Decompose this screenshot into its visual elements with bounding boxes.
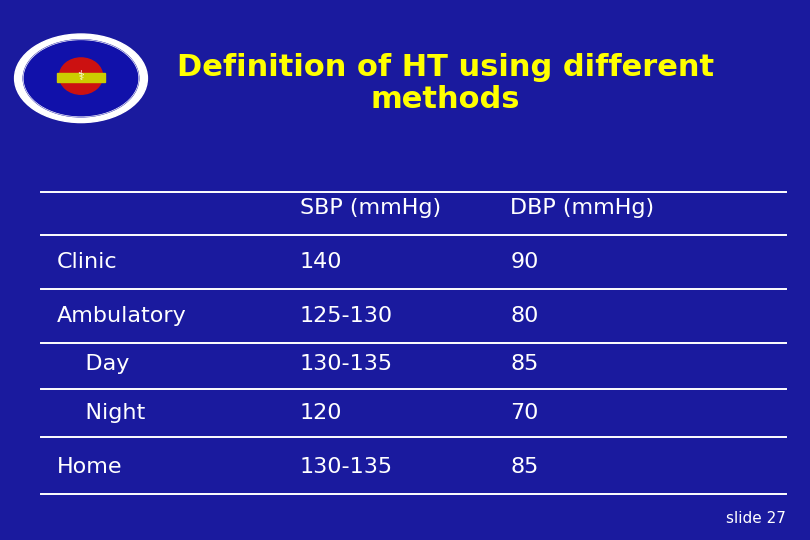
Text: 70: 70: [510, 403, 539, 423]
Text: SBP (mmHg): SBP (mmHg): [300, 198, 441, 218]
Text: 125-130: 125-130: [300, 306, 393, 326]
Text: Definition of HT using different: Definition of HT using different: [177, 53, 714, 82]
Text: 130-135: 130-135: [300, 457, 393, 477]
Text: 140: 140: [300, 252, 342, 272]
Text: Day: Day: [57, 354, 129, 375]
Text: Clinic: Clinic: [57, 252, 117, 272]
FancyBboxPatch shape: [57, 73, 105, 82]
Text: slide 27: slide 27: [726, 511, 786, 526]
Text: 90: 90: [510, 252, 539, 272]
Text: 120: 120: [300, 403, 342, 423]
Text: Home: Home: [57, 457, 122, 477]
Circle shape: [23, 40, 139, 117]
Text: DBP (mmHg): DBP (mmHg): [510, 198, 654, 218]
Text: methods: methods: [371, 85, 520, 114]
Text: 85: 85: [510, 354, 539, 375]
Circle shape: [15, 34, 147, 123]
Text: 130-135: 130-135: [300, 354, 393, 375]
Ellipse shape: [59, 58, 103, 94]
Text: Ambulatory: Ambulatory: [57, 306, 186, 326]
Text: Night: Night: [57, 403, 145, 423]
Text: 85: 85: [510, 457, 539, 477]
Text: 80: 80: [510, 306, 539, 326]
Text: ⚕: ⚕: [78, 70, 84, 83]
